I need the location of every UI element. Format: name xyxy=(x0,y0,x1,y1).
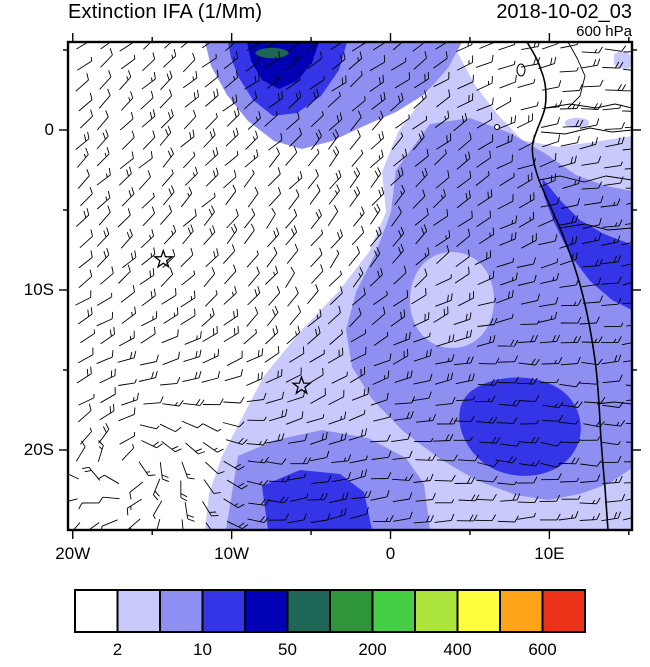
colorbar-box xyxy=(74,589,119,633)
colorbar-box xyxy=(286,589,331,633)
country-border xyxy=(559,223,632,231)
colorbar-box xyxy=(371,589,416,633)
colorbar-tick-label: 200 xyxy=(358,640,387,659)
country-border xyxy=(596,401,632,405)
colorbar-tick-label: 400 xyxy=(443,640,472,659)
island xyxy=(516,63,526,77)
colorbar-tick-label: 10 xyxy=(193,640,212,659)
y-axis-tick-label: 10S xyxy=(23,280,54,299)
x-axis-tick-label: 0 xyxy=(385,544,396,563)
x-axis-tick-label: 10E xyxy=(534,544,565,563)
map-field xyxy=(68,42,632,530)
star-marker xyxy=(291,375,312,395)
colorbar-tick-label: 600 xyxy=(528,640,557,659)
island xyxy=(493,123,501,131)
colorbar-box xyxy=(116,589,161,633)
colorbar xyxy=(74,589,586,633)
colorbar-box xyxy=(499,589,544,633)
pressure-level-label: 600 hPa xyxy=(576,23,632,40)
colorbar-box xyxy=(456,589,501,633)
country-border xyxy=(538,175,632,183)
colorbar-box xyxy=(159,589,204,633)
wind-barbs xyxy=(68,42,632,530)
field-region-plume-top-teal xyxy=(255,47,289,59)
colorbar-box xyxy=(244,589,289,633)
plot-title: Extinction IFA (1/Mm) xyxy=(68,1,263,23)
colorbar-box xyxy=(541,589,586,633)
x-axis-tick-label: 20W xyxy=(55,544,91,563)
coastline xyxy=(526,42,609,530)
colorbar-box xyxy=(329,589,374,633)
field-region-inner-light-hole xyxy=(410,252,494,348)
plot-datetime: 2018-10-02_03 xyxy=(496,1,632,23)
map-frame xyxy=(66,40,634,532)
x-axis-tick-label: 10W xyxy=(214,544,250,563)
country-border xyxy=(567,42,586,109)
star-marker xyxy=(152,248,174,269)
field-region-coastal-blue xyxy=(542,178,632,310)
field-region-land-patch-b xyxy=(614,50,632,69)
y-axis-tick-label: 20S xyxy=(23,440,54,459)
colorbar-tick-label: 2 xyxy=(112,640,123,659)
y-axis-tick-label: 0 xyxy=(44,120,54,139)
colorbar-box xyxy=(201,589,246,633)
colorbar-box xyxy=(414,589,459,633)
country-border xyxy=(540,127,632,135)
colorbar-tick-label: 50 xyxy=(278,640,297,659)
